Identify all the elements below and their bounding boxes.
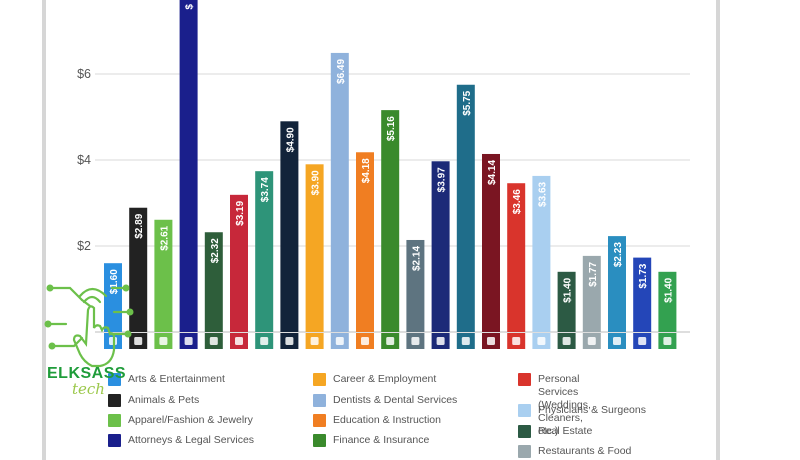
bar bbox=[204, 232, 223, 332]
data-label: $1.60 bbox=[109, 269, 120, 294]
legend-label: Animals & Pets bbox=[128, 394, 200, 406]
data-label: $3.74 bbox=[260, 177, 271, 202]
legend-swatch bbox=[108, 414, 121, 427]
bar bbox=[482, 153, 500, 332]
category-icon-glyph bbox=[436, 337, 445, 345]
legend-swatch bbox=[108, 373, 121, 386]
legend-label: Restaurants & Food bbox=[538, 445, 632, 457]
category-icon-glyph bbox=[310, 337, 319, 345]
legend-swatch bbox=[313, 373, 326, 386]
bar bbox=[582, 255, 601, 332]
category-icon-glyph bbox=[209, 337, 218, 345]
bar bbox=[557, 271, 576, 332]
bar bbox=[406, 239, 425, 332]
legend-label: Dentists & Dental Services bbox=[333, 394, 458, 406]
data-label: $3.63 bbox=[537, 181, 548, 206]
bar bbox=[255, 171, 274, 332]
data-label: $4.90 bbox=[285, 127, 296, 152]
logo-brand-text: ELKSASS bbox=[47, 365, 127, 382]
bar bbox=[608, 236, 626, 332]
category-icon-glyph bbox=[386, 337, 395, 345]
bar bbox=[356, 152, 374, 332]
data-label: $1.77 bbox=[588, 261, 599, 286]
category-icon-glyph bbox=[235, 337, 243, 345]
legend-label: Career & Employment bbox=[333, 373, 437, 385]
bar bbox=[507, 183, 526, 332]
legend-swatch bbox=[518, 445, 531, 458]
legend-label: Education & Instruction bbox=[333, 414, 441, 426]
logo-sub-text: tech bbox=[72, 380, 105, 398]
legend-swatch bbox=[313, 414, 326, 427]
category-icon-glyph bbox=[335, 337, 344, 345]
data-label: $2.32 bbox=[210, 238, 221, 263]
data-label: $2.89 bbox=[134, 213, 145, 238]
legend-label: Personal Services (Weddings, Cleaners, e… bbox=[538, 373, 591, 437]
legend-label: Finance & Insurance bbox=[333, 434, 430, 446]
bar bbox=[104, 263, 122, 332]
legend-swatch bbox=[108, 394, 121, 407]
bar bbox=[456, 84, 475, 332]
data-label: $3.19 bbox=[235, 200, 246, 225]
category-icon-glyph bbox=[562, 337, 571, 345]
bar bbox=[532, 175, 551, 332]
data-label: $2.14 bbox=[411, 246, 422, 271]
category-icon-glyph bbox=[512, 337, 521, 345]
data-label: $3.90 bbox=[311, 170, 322, 195]
category-icon-glyph bbox=[613, 337, 621, 345]
legend-swatch bbox=[313, 434, 326, 447]
category-icon-glyph bbox=[663, 337, 672, 345]
bar bbox=[633, 257, 652, 332]
legend-swatch bbox=[518, 425, 531, 438]
bar bbox=[658, 271, 677, 332]
data-label: $1.40 bbox=[663, 277, 674, 302]
data-label: $5.75 bbox=[462, 90, 473, 115]
bar bbox=[280, 121, 299, 332]
legend-label: Apparel/Fashion & Jewelry bbox=[128, 414, 253, 426]
elksass-logo bbox=[44, 284, 134, 368]
category-icon-glyph bbox=[537, 337, 546, 345]
y-tick-label: $4 bbox=[77, 153, 91, 167]
bar bbox=[305, 164, 324, 332]
data-label: $4.18 bbox=[361, 158, 372, 183]
category-icon-glyph bbox=[134, 337, 143, 345]
category-icon-glyph bbox=[411, 337, 420, 345]
data-label: $4.14 bbox=[487, 160, 498, 185]
data-label: $3.97 bbox=[437, 167, 448, 192]
bar bbox=[179, 0, 198, 333]
data-label: $3.46 bbox=[512, 189, 523, 214]
legend-swatch bbox=[518, 373, 531, 386]
category-icon-glyph bbox=[587, 337, 596, 345]
category-icon-glyph bbox=[487, 337, 495, 345]
data-label: $2.61 bbox=[159, 225, 170, 250]
y-tick-label: $2 bbox=[77, 239, 91, 253]
data-label: $5.16 bbox=[386, 116, 397, 141]
data-label: $ bbox=[185, 4, 196, 10]
legend-label: Real Estate bbox=[538, 425, 593, 437]
bar bbox=[431, 161, 450, 332]
bar bbox=[230, 194, 248, 332]
legend-label: Attorneys & Legal Services bbox=[128, 434, 255, 446]
category-icon-glyph bbox=[285, 337, 294, 345]
category-icon-glyph bbox=[184, 337, 193, 345]
bar bbox=[381, 110, 400, 333]
bar bbox=[129, 207, 148, 332]
category-icon-glyph bbox=[361, 337, 369, 345]
category-icon-glyph bbox=[461, 337, 470, 345]
category-icon-glyph bbox=[159, 337, 168, 345]
data-label: $2.23 bbox=[613, 242, 624, 267]
data-label: $1.73 bbox=[638, 263, 649, 288]
data-label: $6.49 bbox=[336, 58, 347, 83]
legend-label: Physicians & Surgeons bbox=[538, 404, 646, 416]
bar bbox=[154, 219, 173, 332]
category-icon-glyph bbox=[260, 337, 269, 345]
y-tick-label: $6 bbox=[77, 67, 91, 81]
legend-label: Arts & Entertainment bbox=[128, 373, 225, 385]
legend-swatch bbox=[108, 434, 121, 447]
bar bbox=[330, 52, 349, 333]
category-icon-glyph bbox=[638, 337, 647, 345]
data-label: $1.40 bbox=[563, 277, 574, 302]
legend-swatch bbox=[313, 394, 326, 407]
bar-chart: $2$4$6$8$1.60$2.89$2.61$$2.32$3.19$3.74$… bbox=[77, 0, 690, 349]
legend-swatch bbox=[518, 404, 531, 417]
